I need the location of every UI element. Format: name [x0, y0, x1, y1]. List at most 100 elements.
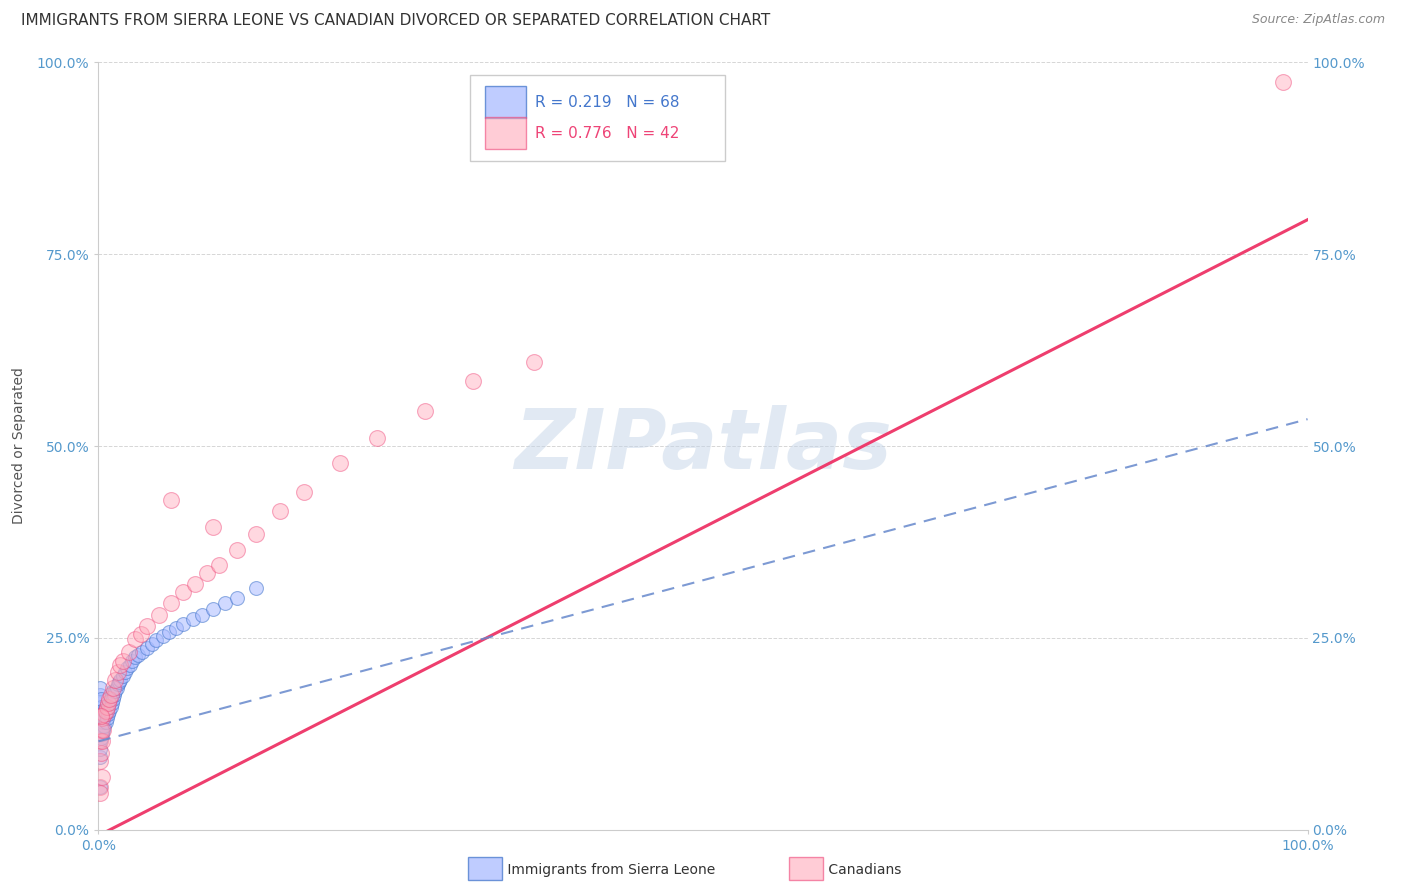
Point — [269, 504, 291, 518]
Point — [97, 707, 120, 722]
Point — [165, 621, 187, 635]
Point — [108, 675, 131, 690]
Point — [152, 629, 174, 643]
Point — [214, 596, 236, 610]
Point — [93, 704, 115, 718]
Point — [90, 746, 112, 760]
Point — [89, 734, 111, 748]
Point — [100, 689, 122, 703]
Point — [96, 711, 118, 725]
Point — [93, 719, 115, 733]
Point — [104, 673, 127, 687]
Point — [90, 715, 112, 730]
Point — [463, 374, 485, 388]
Point — [181, 612, 204, 626]
Point — [100, 699, 122, 714]
Point — [90, 699, 112, 714]
Point — [226, 542, 249, 557]
Point — [93, 707, 115, 722]
Text: IMMIGRANTS FROM SIERRA LEONE VS CANADIAN DIVORCED OR SEPARATED CORRELATION CHART: IMMIGRANTS FROM SIERRA LEONE VS CANADIAN… — [21, 13, 770, 29]
Point — [1272, 74, 1295, 88]
Point — [111, 654, 134, 668]
FancyBboxPatch shape — [485, 117, 526, 149]
Point — [292, 485, 315, 500]
Point — [89, 726, 111, 740]
Point — [226, 591, 249, 605]
Point — [91, 707, 114, 722]
Point — [148, 607, 170, 622]
Point — [160, 596, 183, 610]
Point — [89, 742, 111, 756]
Point — [91, 711, 114, 725]
Point — [89, 704, 111, 718]
Text: Canadians: Canadians — [824, 863, 901, 877]
Point — [94, 715, 117, 730]
Point — [366, 431, 388, 445]
Point — [89, 689, 111, 703]
Point — [108, 673, 131, 687]
Point — [124, 632, 146, 647]
Point — [145, 633, 167, 648]
Point — [101, 692, 124, 706]
Point — [100, 696, 122, 710]
Point — [105, 681, 128, 695]
Point — [90, 723, 112, 737]
Point — [89, 780, 111, 795]
Point — [191, 607, 214, 622]
Point — [101, 681, 124, 695]
Point — [141, 637, 163, 651]
Point — [89, 719, 111, 733]
Point — [91, 723, 114, 737]
Point — [208, 558, 231, 572]
Point — [131, 644, 153, 658]
Point — [91, 719, 114, 733]
Point — [103, 689, 125, 703]
Point — [135, 640, 157, 655]
FancyBboxPatch shape — [485, 87, 526, 119]
Point — [104, 684, 127, 698]
Point — [118, 644, 141, 658]
Y-axis label: Divorced or Separated: Divorced or Separated — [11, 368, 25, 524]
Point — [98, 704, 121, 718]
Text: Source: ZipAtlas.com: Source: ZipAtlas.com — [1251, 13, 1385, 27]
Point — [100, 692, 122, 706]
Point — [107, 677, 129, 691]
Point — [91, 723, 114, 737]
Point — [184, 577, 207, 591]
Point — [97, 699, 120, 714]
Point — [90, 709, 112, 723]
Point — [91, 726, 114, 740]
Point — [160, 492, 183, 507]
Point — [118, 657, 141, 672]
Point — [91, 711, 114, 725]
Point — [114, 665, 136, 680]
Text: ZIPatlas: ZIPatlas — [515, 406, 891, 486]
Point — [117, 661, 139, 675]
Point — [94, 704, 117, 718]
Point — [90, 692, 112, 706]
Point — [94, 707, 117, 722]
Point — [111, 669, 134, 683]
Text: R = 0.219   N = 68: R = 0.219 N = 68 — [534, 95, 679, 110]
Point — [121, 654, 143, 668]
Point — [202, 519, 225, 533]
Point — [135, 619, 157, 633]
Point — [108, 657, 131, 672]
Point — [245, 581, 267, 595]
Point — [89, 754, 111, 768]
Point — [89, 696, 111, 710]
Point — [91, 771, 114, 785]
Point — [89, 780, 111, 795]
Point — [329, 456, 352, 470]
Point — [157, 624, 180, 639]
Point — [91, 704, 114, 718]
Point — [91, 734, 114, 748]
Point — [93, 711, 115, 725]
Point — [91, 715, 114, 730]
Point — [172, 584, 194, 599]
Point — [101, 684, 124, 698]
Point — [89, 749, 111, 764]
Point — [413, 404, 436, 418]
Point — [127, 648, 149, 662]
Point — [100, 689, 122, 703]
